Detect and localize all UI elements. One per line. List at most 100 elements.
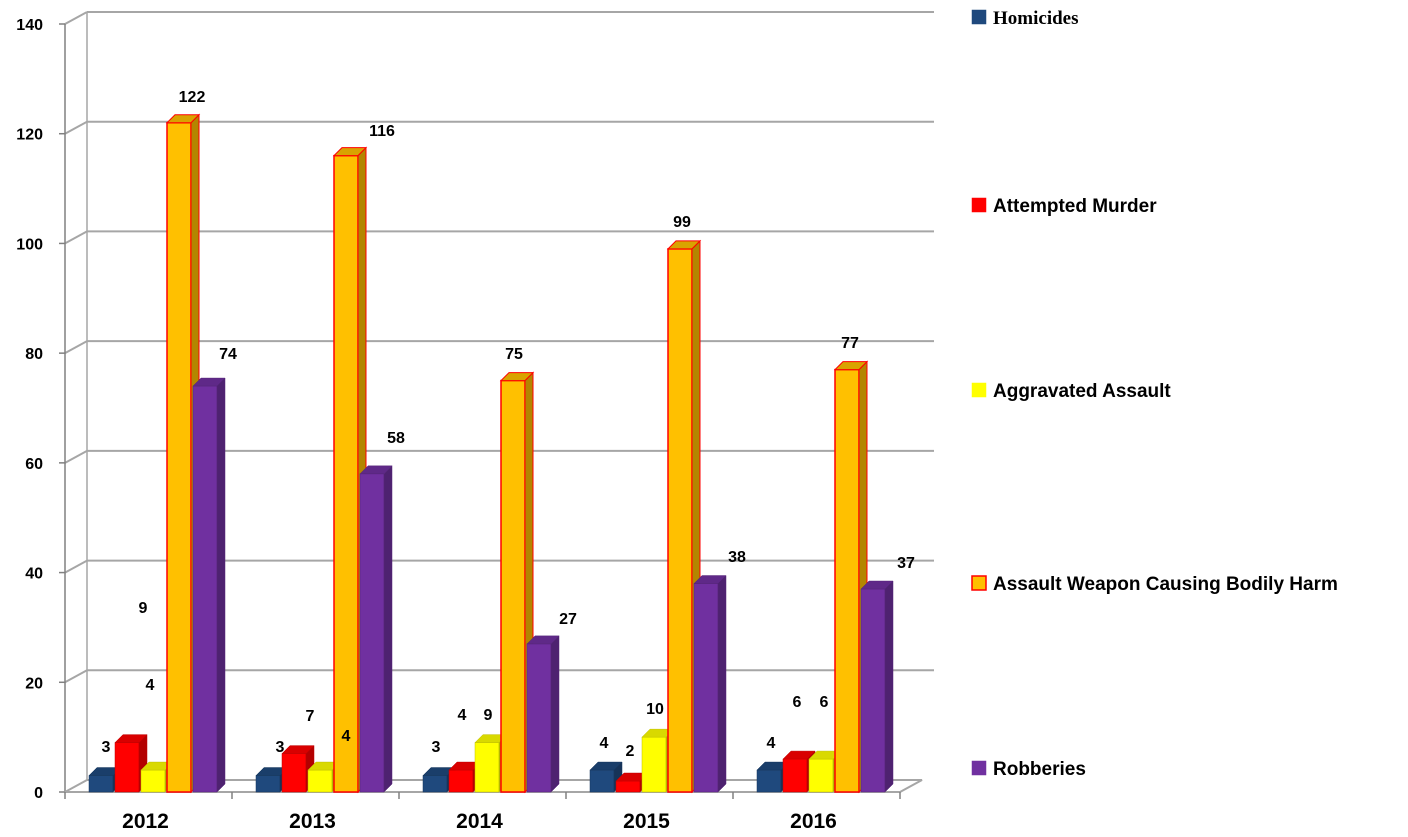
bar (499, 371, 535, 794)
legend-item: Aggravated Assault (971, 381, 1171, 402)
y-tick-label: 60 (25, 456, 43, 473)
data-label: 6 (793, 694, 802, 711)
y-tick-label: 140 (16, 17, 43, 34)
bar (359, 465, 393, 793)
legend-label: Assault Weapon Causing Bodily Harm (993, 574, 1338, 595)
data-label: 116 (369, 123, 395, 140)
label-layer: 0 20 40 60 80 100 120 140 2012 2013 2014 2015 2016 3 3… (16, 17, 915, 833)
data-label: 74 (219, 346, 237, 363)
data-label: 9 (484, 707, 493, 724)
bar-layer (88, 113, 894, 794)
y-tick-label: 80 (25, 346, 43, 363)
bar-front (359, 473, 385, 793)
bar-side (383, 465, 393, 793)
bar-top (666, 240, 702, 250)
data-label: 10 (646, 701, 664, 718)
bar-front (693, 583, 719, 793)
data-label: 3 (432, 739, 441, 756)
bar-front (860, 588, 886, 793)
gridline-slant (64, 669, 88, 684)
bar-top (782, 750, 816, 760)
bar-front (756, 769, 782, 793)
bar-front (192, 385, 218, 793)
bar-top (860, 580, 894, 590)
legend-swatch (971, 382, 987, 398)
bar-front (166, 121, 192, 793)
y-tick-label: 0 (34, 785, 43, 802)
legend-label: Attempted Murder (993, 196, 1157, 217)
data-label: 122 (179, 89, 206, 106)
bar (255, 766, 289, 793)
bar-top (693, 575, 727, 584)
legend-label: Homicides (993, 8, 1079, 29)
bar-top (589, 761, 623, 771)
legend-item: Attempted Murder (971, 196, 1157, 217)
gridline-slant (64, 230, 88, 245)
legend-swatch (971, 760, 987, 776)
x-category-label: 2013 (289, 810, 336, 833)
data-label: 4 (767, 735, 776, 752)
data-label: 37 (897, 555, 915, 572)
bar-front (834, 368, 860, 793)
bar-top (833, 361, 869, 371)
bar-side (884, 580, 894, 793)
bar-front (615, 780, 641, 793)
bar-top (359, 465, 393, 475)
bar-front (500, 379, 526, 793)
bar-front (422, 775, 448, 793)
bar-top (526, 635, 560, 645)
bar-top (114, 734, 148, 743)
gridline-slant (64, 11, 88, 25)
data-label: 4 (342, 728, 351, 745)
gridline-slant (64, 120, 88, 135)
bar-front (88, 775, 114, 793)
legend-label: Robberies (993, 759, 1086, 780)
data-label: 2 (626, 743, 635, 760)
data-label: 4 (600, 735, 609, 752)
bar-front (589, 769, 615, 793)
x-category-label: 2012 (122, 810, 169, 833)
gridline-slant (64, 449, 88, 464)
legend-swatch (971, 575, 987, 591)
bar-top (499, 372, 535, 382)
legend-label: Aggravated Assault (993, 381, 1171, 402)
data-label: 4 (458, 707, 467, 724)
data-label: 3 (276, 739, 285, 756)
bar-top (281, 745, 315, 754)
legend: Homicides Attempted Murder Aggravated Assa… (971, 8, 1338, 780)
bar (693, 574, 727, 793)
x-category-label: 2014 (456, 810, 503, 833)
bar (192, 377, 226, 793)
data-label: 7 (306, 708, 315, 725)
x-category-label: 2016 (790, 810, 837, 833)
bar-front (140, 769, 166, 793)
data-label: 4 (146, 677, 155, 694)
gridline-slant (64, 340, 88, 355)
bar-front (641, 736, 667, 793)
y-tick-label: 20 (25, 675, 43, 692)
bar-front (255, 775, 281, 793)
data-label: 9 (139, 600, 148, 617)
legend-item: Assault Weapon Causing Bodily Harm (971, 574, 1338, 595)
legend-swatch (971, 197, 987, 213)
bar (860, 580, 894, 793)
bar-front (782, 758, 808, 793)
data-label: 58 (387, 430, 405, 447)
gridline-slant (64, 559, 88, 574)
data-label: 38 (728, 549, 746, 566)
bar-top (165, 114, 201, 124)
legend-item: Robberies (971, 759, 1086, 780)
bar-front (448, 769, 474, 793)
bar-top (192, 377, 226, 387)
bar-top (332, 147, 368, 157)
data-label: 27 (559, 611, 577, 628)
x-category-label: 2015 (623, 810, 670, 833)
bar-side (216, 377, 226, 793)
bar-front (281, 753, 307, 793)
bar-front (307, 769, 333, 793)
bar (526, 635, 560, 793)
data-label: 6 (820, 694, 829, 711)
bar-side (550, 635, 560, 793)
